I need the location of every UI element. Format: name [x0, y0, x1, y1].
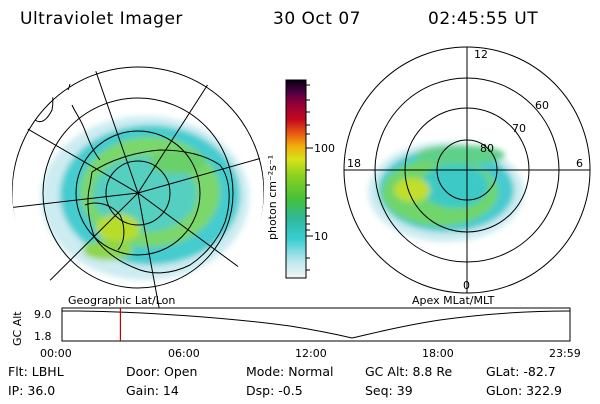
timeline-ytick-low: 1.8	[34, 330, 52, 343]
magnetic-map: 12 0 18 6 60 70 80 Apex MLat/MLT	[343, 46, 591, 307]
info-gain: Gain: 14	[126, 383, 179, 398]
image-time: 02:45:55 UT	[428, 9, 538, 29]
timeline-xtick-1800: 18:00	[422, 347, 454, 360]
info-flt: Flt: LBHL	[8, 364, 64, 379]
colorbar-scale	[285, 79, 307, 279]
timeline-xtick-1200: 12:00	[295, 347, 327, 360]
geographic-caption: Geographic Lat/Lon	[68, 294, 175, 307]
lat-label-70: 70	[512, 122, 526, 135]
image-date: 30 Oct 07	[273, 9, 361, 29]
lat-label-60: 60	[535, 99, 549, 112]
info-glon: GLon: 322.9	[486, 383, 562, 398]
app-title: Ultraviolet Imager	[20, 9, 183, 29]
mlt-label-12: 12	[474, 48, 488, 61]
mlt-label-0: 0	[463, 279, 470, 292]
colorbar-tick-100: 100	[314, 142, 335, 155]
info-door: Door: Open	[126, 364, 197, 379]
info-ip: IP: 36.0	[8, 383, 55, 398]
lat-label-80: 80	[480, 142, 494, 155]
info-dsp: Dsp: -0.5	[246, 383, 303, 398]
info-glat: GLat: -82.7	[486, 364, 556, 379]
colorbar: 100 10 photon cm⁻²s⁻¹	[266, 79, 335, 279]
info-gcalt: GC Alt: 8.8 Re	[365, 364, 452, 379]
altitude-timeline: GC Alt 9.0 1.8 00:00 06:00 12:00 18:00 2…	[11, 307, 581, 360]
timeline-xtick-2359: 23:59	[549, 347, 581, 360]
timeline-xtick-0600: 06:00	[168, 347, 200, 360]
geographic-map: Geographic Lat/Lon	[12, 64, 264, 316]
info-mode: Mode: Normal	[246, 364, 333, 379]
timeline-axis-label: GC Alt	[11, 311, 24, 346]
info-panel: Flt: LBHL IP: 36.0 Door: Open Gain: 14 M…	[8, 364, 562, 398]
timeline-ytick-high: 9.0	[34, 308, 52, 321]
colorbar-tick-10: 10	[314, 230, 328, 243]
altitude-curve	[62, 310, 571, 339]
timeline-xtick-0000: 00:00	[40, 347, 72, 360]
magnetic-caption: Apex MLat/MLT	[412, 294, 495, 307]
info-seq: Seq: 39	[365, 383, 413, 398]
mlt-label-18: 18	[347, 157, 361, 170]
mlt-label-6: 6	[576, 157, 583, 170]
colorbar-unit-label: photon cm⁻²s⁻¹	[266, 155, 279, 240]
